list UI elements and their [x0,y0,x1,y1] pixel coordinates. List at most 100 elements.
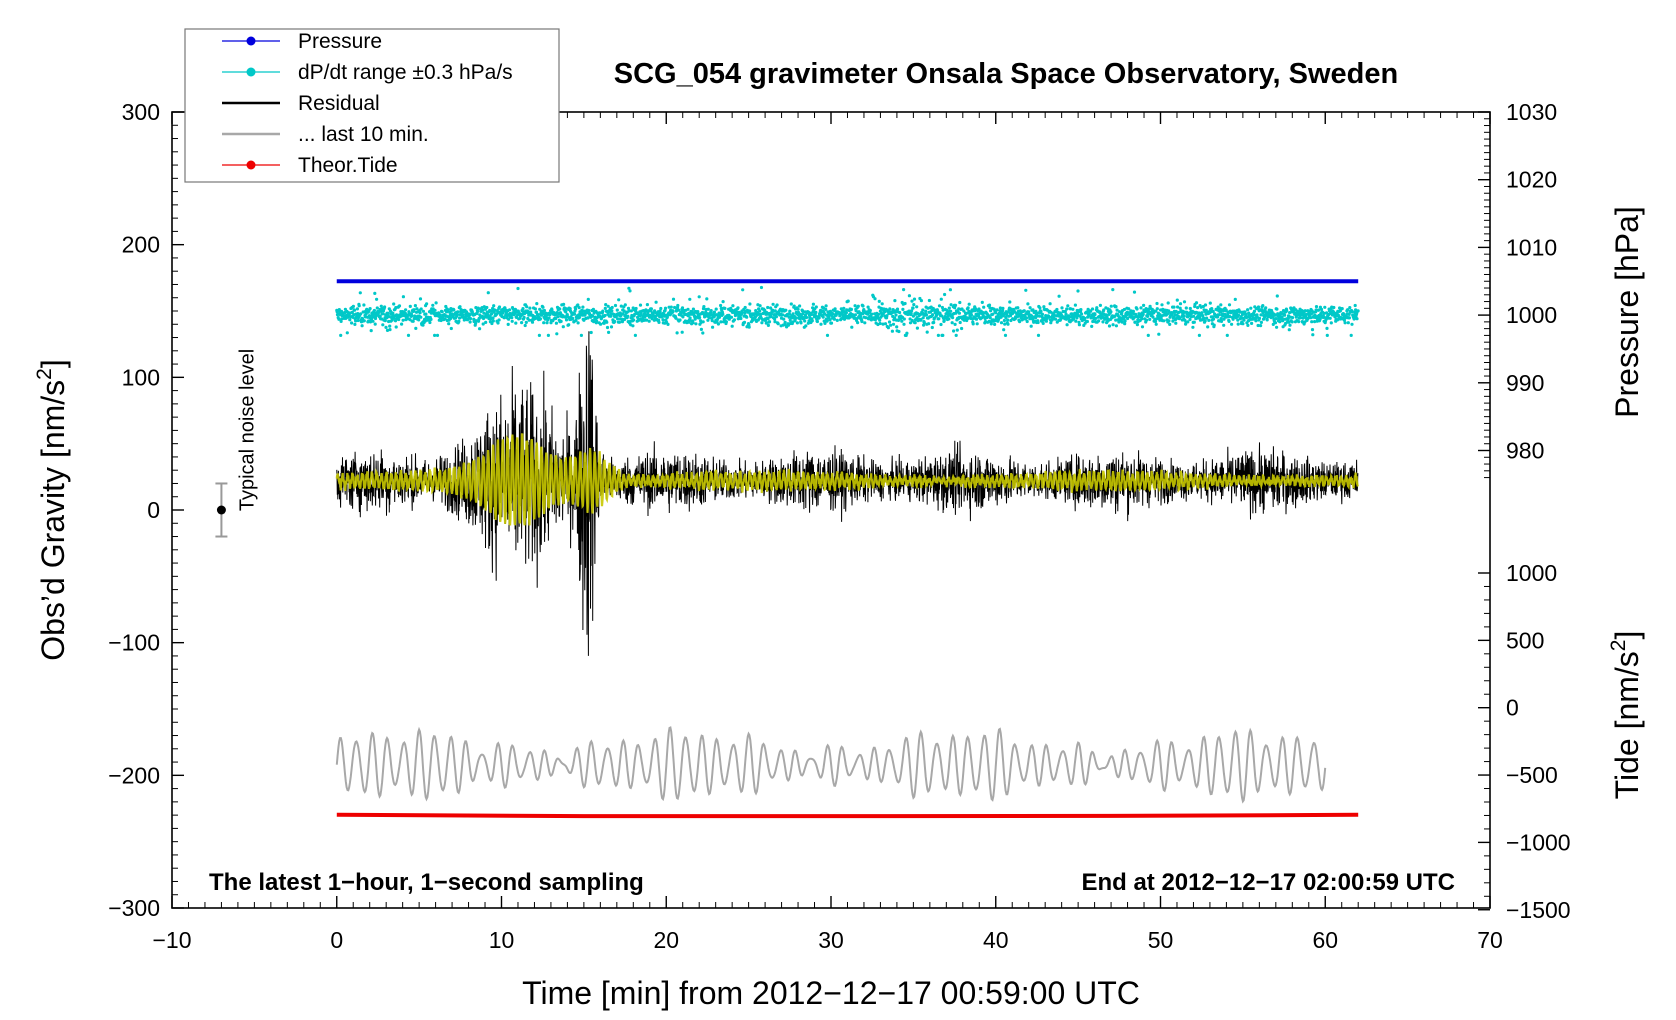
dpdt-point [784,308,788,312]
dpdt-point [1048,302,1052,306]
dpdt-point [680,330,684,334]
dpdt-point [1309,316,1313,320]
dpdt-point [814,310,818,314]
dpdt-point [1352,317,1356,321]
dpdt-point [1287,328,1291,332]
dpdt-point [975,322,979,326]
legend-label: Residual [298,92,380,115]
dpdt-point [350,310,354,314]
dpdt-point [856,321,860,325]
dpdt-point [485,305,489,310]
dpdt-point [710,319,714,323]
dpdt-point [535,302,539,306]
dpdt-point [1196,306,1200,310]
dpdt-point [688,297,692,301]
dpdt-point [723,306,727,310]
dpdt-point [697,295,701,299]
y-right-tide-label-sup: 2 [1607,640,1630,652]
dpdt-point [949,303,953,307]
dpdt-point [1115,308,1119,312]
dpdt-point [989,309,993,313]
dpdt-point [1287,320,1291,324]
dpdt-point [1060,306,1064,310]
dpdt-point [607,330,611,334]
dpdt-point [696,310,700,314]
dpdt-point [537,333,542,337]
dpdt-point [1080,312,1084,316]
dpdt-point [980,300,984,304]
dpdt-point [379,309,383,313]
dpdt-point [773,320,777,324]
dpdt-point [1065,323,1069,327]
dpdt-point [789,302,793,306]
dpdt-point [358,291,362,295]
dpdt-point [891,322,896,326]
dpdt-point [964,312,968,316]
dpdt-point [951,316,955,320]
dpdt-point [898,310,902,315]
dpdt-point [621,312,625,316]
dpdt-point [1057,294,1061,298]
y-tide-tick-label: 0 [1506,695,1519,721]
dpdt-point [510,319,514,323]
dpdt-point [776,322,780,326]
dpdt-point [1135,323,1139,327]
dpdt-point [1290,316,1295,320]
dpdt-point [795,321,800,325]
dpdt-point [682,308,686,312]
dpdt-point [1280,312,1284,316]
dpdt-point [1340,307,1344,311]
y-right-tide-label: Tide [nm/s2] [1607,631,1645,800]
dpdt-point [446,308,450,312]
dpdt-point [1211,309,1215,313]
dpdt-point [988,306,992,310]
dpdt-point [1107,324,1112,328]
dpdt-point [418,297,423,301]
dpdt-point [1227,303,1232,307]
dpdt-point [748,309,752,313]
dpdt-point [1004,315,1008,320]
dpdt-point [1178,302,1183,306]
dpdt-point [878,321,882,326]
dpdt-point [932,320,936,325]
dpdt-point [368,307,372,311]
dpdt-point [603,313,607,318]
dpdt-point [827,313,831,317]
dpdt-point [425,302,429,306]
dpdt-point [1274,317,1278,321]
dpdt-point [787,312,792,316]
dpdt-point [1252,313,1256,317]
dpdt-point [894,313,898,317]
dpdt-point [609,314,613,318]
dpdt-point [1122,307,1126,312]
dpdt-point [619,304,623,308]
dpdt-point [383,305,387,309]
dpdt-point [657,320,661,324]
dpdt-point [1028,306,1032,310]
dpdt-point [1178,306,1182,310]
dpdt-point [645,318,649,322]
dpdt-point [1186,320,1190,324]
dpdt-point [888,307,892,311]
dpdt-point [863,321,867,325]
dpdt-point [671,309,675,313]
dpdt-point [860,319,864,324]
dpdt-point [562,302,566,306]
dpdt-point [355,307,359,311]
dpdt-point [1288,323,1292,327]
dpdt-point [783,320,787,324]
dpdt-point [873,297,877,301]
dpdt-point [949,309,953,313]
dpdt-point [1192,320,1196,324]
dpdt-point [1090,307,1095,311]
dpdt-point [716,322,721,326]
dpdt-point [883,322,888,326]
dpdt-point [468,317,473,321]
dpdt-point [881,322,885,326]
dpdt-point [401,318,405,322]
dpdt-point [1231,317,1235,321]
dpdt-point [1098,303,1102,307]
dpdt-point [508,308,512,312]
legend: Pressure dP/dt range ±0.3 hPa/s Residual..… [184,28,560,183]
dpdt-point [1244,312,1248,317]
